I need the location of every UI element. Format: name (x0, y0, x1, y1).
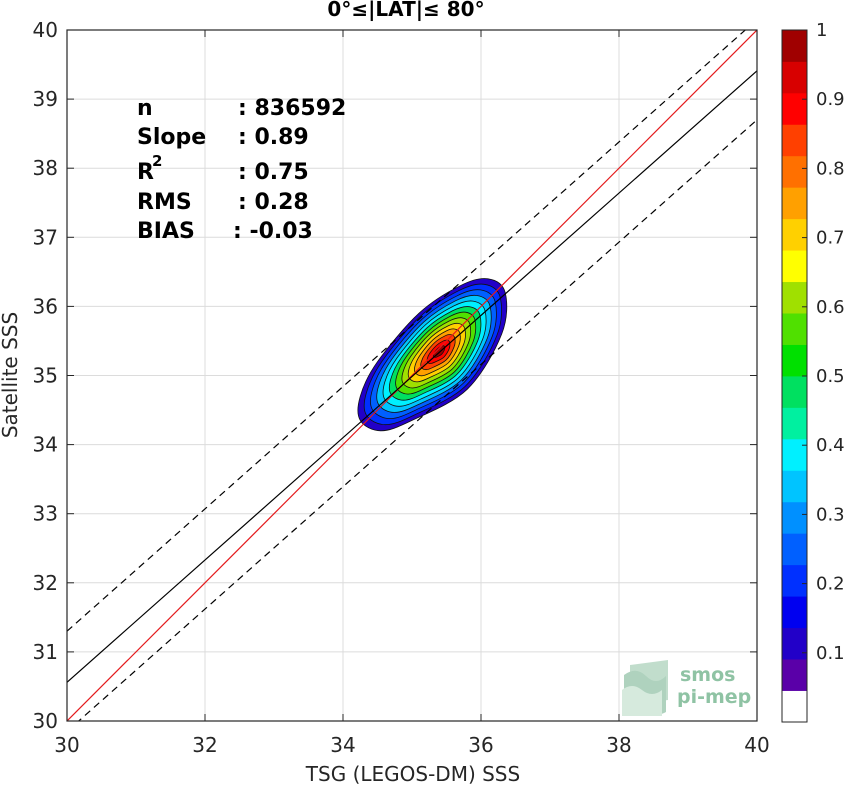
colorbar-tick-label: 0.7 (816, 228, 845, 249)
colorbar-tick-label: 0.9 (816, 89, 845, 110)
colorbar-tick-label: 0.5 (816, 366, 845, 387)
x-tick-label: 32 (192, 733, 217, 757)
colorbar-segment (782, 187, 807, 220)
y-tick-label: 39 (33, 87, 58, 111)
colorbar-segment (782, 627, 807, 660)
stat-r2-label: R (137, 160, 154, 185)
colorbar-segment (782, 596, 807, 629)
colorbar-segment (782, 124, 807, 157)
colorbar-segment (782, 218, 807, 251)
smos-pimep-logo: smos pi-mep (622, 660, 751, 716)
colorbar-tick-label: 0.6 (816, 297, 845, 318)
colorbar-ticks: 0.1 0.2 0.3 0.4 0.5 0.6 0.7 0.8 0.9 1 (802, 20, 845, 664)
colorbar-segment (782, 407, 807, 440)
x-tick-label: 36 (468, 733, 493, 757)
x-tick-label: 34 (330, 733, 355, 757)
colorbar-segment (782, 376, 807, 408)
stat-slope-label: Slope (137, 125, 206, 150)
colorbar-segment (782, 313, 807, 345)
x-tick-label: 30 (54, 733, 79, 757)
y-tick-label: 40 (33, 18, 58, 42)
stat-rms-label: RMS (137, 190, 192, 215)
y-axis-label: Satellite SSS (0, 312, 22, 438)
logo-text-smos: smos (680, 664, 735, 686)
colorbar-tick-label: 0.3 (816, 504, 845, 525)
colorbar-segment (782, 470, 807, 503)
line-1:1 (67, 30, 757, 721)
colorbar-tick-label: 0.1 (816, 643, 845, 664)
colorbar-segment (782, 659, 807, 691)
colorbar-segment (782, 533, 807, 566)
colorbar-segment (782, 92, 807, 125)
y-tick-label: 34 (33, 433, 58, 457)
y-tick-label: 36 (33, 294, 58, 318)
x-axis-ticks: 30 32 34 36 38 40 (54, 30, 770, 757)
y-tick-label: 33 (33, 502, 58, 526)
logo-text-pimep: pi-mep (677, 686, 751, 708)
colorbar-segment (782, 250, 807, 283)
y-tick-label: 30 (33, 709, 58, 733)
colorbar-tick-label: 1 (816, 20, 827, 41)
colorbar-segment (782, 344, 807, 377)
y-tick-label: 31 (33, 640, 58, 664)
colorbar-segment (782, 155, 807, 188)
stat-r2-superscript: 2 (152, 152, 162, 170)
logo-wave-icon (622, 660, 668, 716)
colorbar-segment (782, 61, 807, 94)
y-tick-label: 35 (33, 364, 58, 388)
colorbar-segment (782, 564, 807, 597)
x-tick-label: 40 (744, 733, 769, 757)
stats-box: n : 836592 Slope : 0.89 R 2 : 0.75 RMS :… (137, 96, 346, 244)
y-tick-label: 37 (33, 225, 58, 249)
colorbar-tick-label: 0.8 (816, 158, 845, 179)
stat-n-value: : 836592 (238, 96, 346, 121)
colorbar-segment (782, 30, 807, 62)
colorbar-segment (782, 438, 807, 471)
x-tick-label: 38 (606, 733, 631, 757)
y-tick-label: 38 (33, 156, 58, 180)
stat-n-label: n (137, 96, 153, 121)
regression-lines (67, 30, 757, 721)
chart-title: 0°≤|LAT|≤ 80° (327, 0, 484, 21)
stat-slope-value: : 0.89 (238, 125, 309, 150)
colorbar-segment (782, 281, 807, 314)
colorbar (782, 30, 807, 723)
colorbar-segment (782, 690, 807, 723)
colorbar-segment (782, 501, 807, 534)
stat-bias-value: : -0.03 (233, 219, 313, 244)
line-lower (77, 119, 757, 721)
y-tick-label: 32 (33, 571, 58, 595)
x-axis-label: TSG (LEGOS-DM) SSS (305, 762, 520, 786)
colorbar-tick-label: 0.4 (816, 435, 845, 456)
grid-lines (66, 29, 758, 722)
stat-bias-label: BIAS (137, 219, 195, 244)
stat-rms-value: : 0.28 (238, 190, 309, 215)
stat-r2-value: : 0.75 (238, 160, 309, 185)
line-fit (67, 70, 757, 683)
line-upper (67, 30, 747, 632)
y-axis-ticks: 30 31 32 33 34 35 36 37 38 39 40 (33, 18, 757, 733)
colorbar-tick-label: 0.2 (816, 574, 845, 595)
